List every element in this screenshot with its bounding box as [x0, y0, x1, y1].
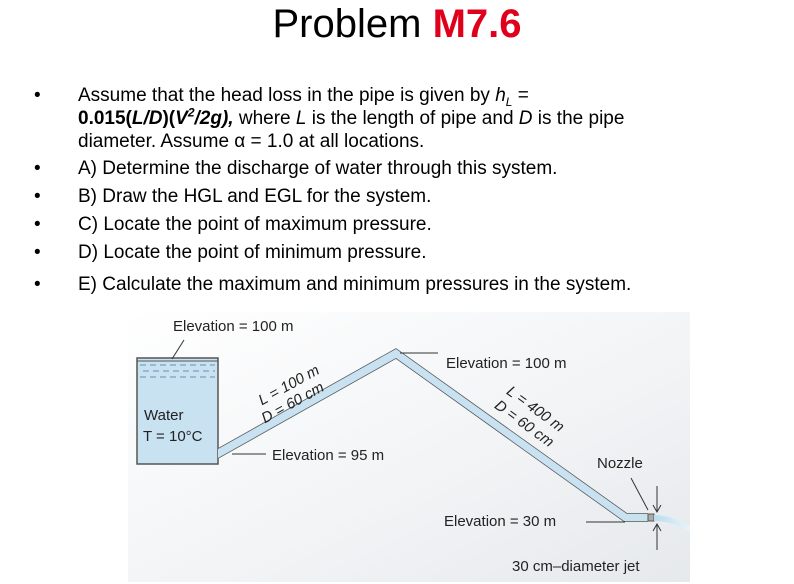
- bullet: Assume that the head loss in the pipe is…: [34, 84, 625, 153]
- slide-title: Problem M7.6: [0, 2, 794, 47]
- title-accent: M7.6: [432, 2, 522, 46]
- bullet: B) Draw the HGL and EGL for the system.: [34, 185, 431, 208]
- label: Water: [144, 407, 183, 424]
- text: diameter. Assume α = 1.0 at all location…: [78, 131, 425, 152]
- text: L: [295, 108, 307, 129]
- label: Elevation = 95 m: [272, 447, 384, 464]
- leaders: [232, 352, 662, 550]
- jet: [654, 515, 690, 532]
- text: )(: [162, 108, 176, 129]
- text: L: [505, 94, 513, 109]
- bullet: E) Calculate the maximum and minimum pre…: [34, 273, 631, 296]
- bullet: D) Locate the point of minimum pressure.: [34, 241, 426, 264]
- label: Elevation = 30 m: [444, 513, 556, 530]
- text: 2: [187, 105, 195, 120]
- text: /2g),: [194, 108, 234, 129]
- text: =: [512, 85, 529, 106]
- tank: [136, 357, 219, 465]
- text: where: [233, 108, 296, 129]
- title-text: Problem: [272, 2, 422, 46]
- text: Assume that the head loss in the pipe is…: [78, 85, 496, 106]
- text: L/D: [131, 108, 163, 129]
- bullet: C) Locate the point of maximum pressure.: [34, 213, 432, 236]
- water-surface: [140, 364, 215, 378]
- text: 0.015(: [78, 108, 132, 129]
- text: h: [495, 85, 506, 106]
- label: 30 cm–diameter jet: [512, 558, 640, 575]
- text: V: [175, 108, 188, 129]
- text: D: [518, 108, 533, 129]
- pipe-fill: [218, 349, 648, 521]
- nozzle: [647, 513, 655, 522]
- bullet: A) Determine the discharge of water thro…: [34, 157, 557, 180]
- label: T = 10°C: [143, 428, 203, 445]
- label: Elevation = 100 m: [446, 355, 567, 372]
- label: Nozzle: [597, 455, 643, 472]
- leader: [171, 339, 185, 360]
- text: is the length of pipe and: [306, 108, 519, 129]
- label: Elevation = 100 m: [173, 318, 294, 335]
- text: is the pipe: [532, 108, 625, 129]
